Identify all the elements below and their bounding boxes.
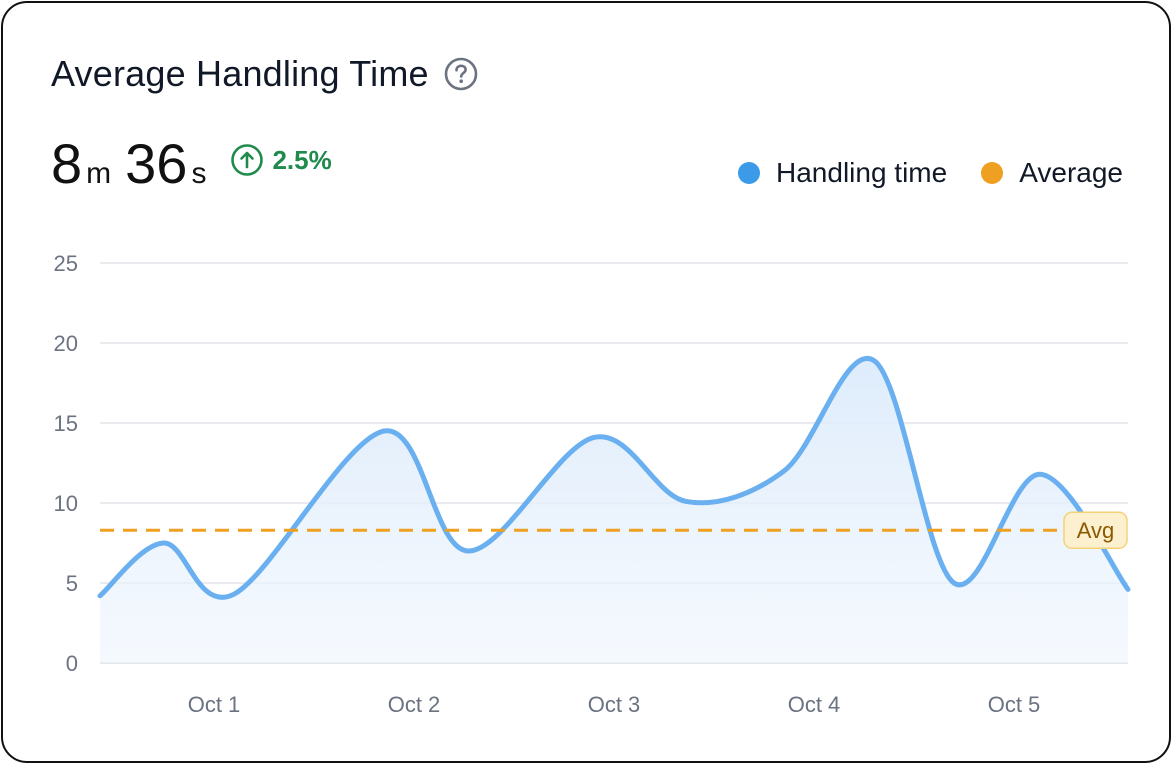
legend: Handling time Average	[738, 157, 1123, 189]
y-tick-label: 20	[54, 331, 78, 356]
kpi-value: 8 m 36 s 2.5%	[51, 136, 332, 192]
x-tick-label: Oct 2	[388, 692, 441, 717]
title-row: Average Handling Time	[51, 53, 479, 95]
arrow-up-circle-icon	[231, 144, 264, 176]
y-tick-label: 25	[54, 251, 78, 276]
average-badge	[1063, 511, 1128, 549]
legend-label-handling-time: Handling time	[776, 157, 948, 188]
y-tick-label: 15	[54, 411, 78, 436]
average-badge-label: Avg	[1077, 518, 1115, 543]
trend-indicator: 2.5%	[230, 143, 332, 177]
legend-swatch-average	[981, 162, 1004, 184]
legend-item-handling-time[interactable]: Handling time	[738, 157, 947, 189]
kpi-minutes: 8	[51, 132, 83, 195]
kpi-seconds-unit: s	[191, 157, 207, 190]
x-tick-label: Oct 3	[588, 692, 641, 717]
legend-swatch-handling-time	[738, 162, 760, 184]
kpi-seconds: 36	[125, 132, 188, 195]
question-circle-icon[interactable]	[443, 56, 479, 92]
trend-value: 2.5%	[272, 144, 332, 175]
series-area-handling-time	[100, 358, 1128, 663]
x-tick-label: Oct 1	[188, 692, 241, 717]
series-line-handling-time	[97, 355, 1131, 600]
legend-item-average[interactable]: Average	[981, 157, 1123, 189]
y-tick-label: 10	[54, 491, 78, 516]
y-tick-label: 0	[66, 651, 78, 676]
chart-title: Average Handling Time	[51, 53, 429, 94]
legend-label-average: Average	[1019, 157, 1123, 188]
kpi-minutes-unit: m	[86, 157, 112, 190]
x-tick-label: Oct 5	[988, 692, 1041, 717]
x-tick-label: Oct 4	[788, 692, 841, 717]
y-tick-label: 5	[66, 571, 78, 596]
